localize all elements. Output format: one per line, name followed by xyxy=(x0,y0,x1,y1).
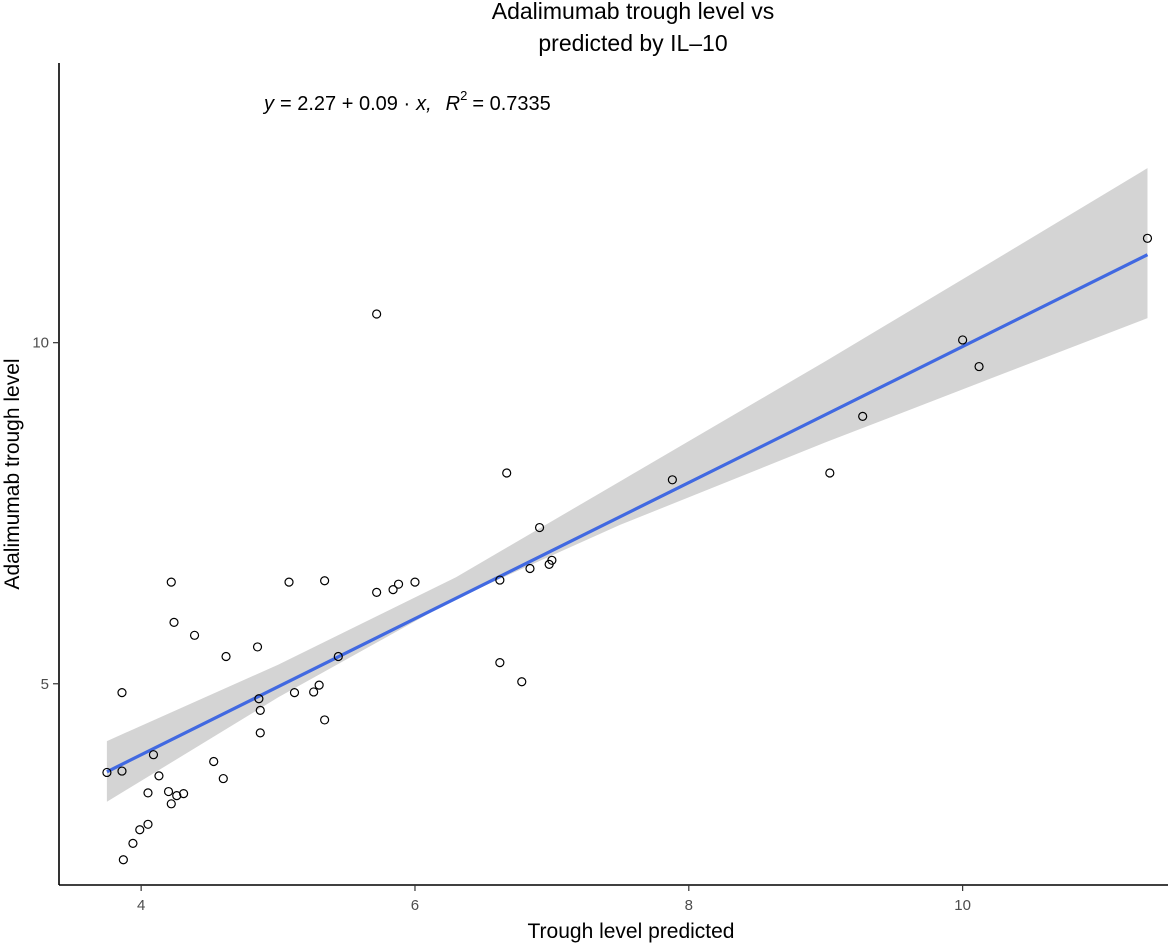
data-point xyxy=(372,309,382,319)
plot-area xyxy=(102,168,1153,865)
x-axis-ticks: 4 6 8 10 xyxy=(137,885,971,914)
data-point xyxy=(221,651,231,662)
data-point xyxy=(333,651,343,662)
data-point xyxy=(410,577,420,587)
data-point xyxy=(135,825,145,835)
data-point xyxy=(172,791,182,801)
chart-title-line2: predicted by IL–10 xyxy=(538,30,727,56)
data-point xyxy=(102,767,112,778)
data-point xyxy=(314,680,324,690)
data-point xyxy=(117,766,127,776)
data-point xyxy=(189,630,200,640)
data-point xyxy=(495,658,505,668)
data-point xyxy=(166,799,176,809)
data-point xyxy=(178,788,189,799)
data-point xyxy=(667,475,677,485)
data-point xyxy=(974,361,984,372)
data-point xyxy=(166,577,176,587)
data-point xyxy=(502,468,512,478)
data-points xyxy=(102,233,1153,865)
data-point xyxy=(252,642,263,652)
data-point xyxy=(169,617,179,627)
x-tick-label: 4 xyxy=(137,897,145,914)
data-point xyxy=(320,576,330,586)
y-tick-label: 5 xyxy=(41,676,49,693)
data-point xyxy=(320,715,330,725)
data-point xyxy=(255,728,265,738)
data-point xyxy=(388,585,398,595)
data-point xyxy=(143,819,153,829)
data-point xyxy=(255,705,265,715)
y-tick-label: 10 xyxy=(32,335,49,352)
x-tick-label: 8 xyxy=(685,897,693,914)
data-point xyxy=(118,855,128,865)
data-point xyxy=(544,559,554,569)
data-point xyxy=(163,786,174,797)
annotation-lhs: y xyxy=(262,93,275,115)
data-point xyxy=(148,750,159,760)
chart-title-line1: Adalimumab trough level vs xyxy=(492,0,775,24)
data-point xyxy=(1142,233,1153,243)
data-point xyxy=(309,687,319,697)
data-point xyxy=(218,773,228,784)
data-point xyxy=(958,335,968,345)
data-point xyxy=(372,587,382,597)
data-point xyxy=(858,411,868,421)
y-axis-ticks: 5 10 xyxy=(32,335,59,693)
data-point xyxy=(525,563,535,574)
data-point xyxy=(209,756,219,767)
data-point xyxy=(517,677,527,687)
data-point xyxy=(284,577,294,587)
data-point xyxy=(154,771,164,781)
data-point xyxy=(825,468,835,478)
annotation-equation: = 2.27 + 0.09 · xyxy=(280,93,410,115)
annotation-x-var: x, xyxy=(415,93,432,115)
regression-equation: y = 2.27 + 0.09 · x, R2 = 0.7335 xyxy=(262,88,551,115)
data-point xyxy=(534,522,545,533)
data-point xyxy=(254,694,264,704)
data-point xyxy=(495,575,505,585)
data-point xyxy=(117,688,127,698)
regression-line xyxy=(106,253,1149,774)
data-point xyxy=(289,688,300,698)
annotation-r-exponent: 2 xyxy=(460,88,467,103)
y-axis-label: Adalimumab trough level xyxy=(1,358,24,589)
annotation-r-symbol: R xyxy=(446,93,460,115)
data-point xyxy=(393,579,404,589)
x-tick-label: 10 xyxy=(954,897,971,914)
x-axis-label: Trough level predicted xyxy=(527,920,734,943)
annotation-r-value: = 0.7335 xyxy=(472,93,550,115)
data-point xyxy=(128,838,138,848)
data-point xyxy=(143,788,153,798)
x-tick-label: 6 xyxy=(411,897,419,914)
